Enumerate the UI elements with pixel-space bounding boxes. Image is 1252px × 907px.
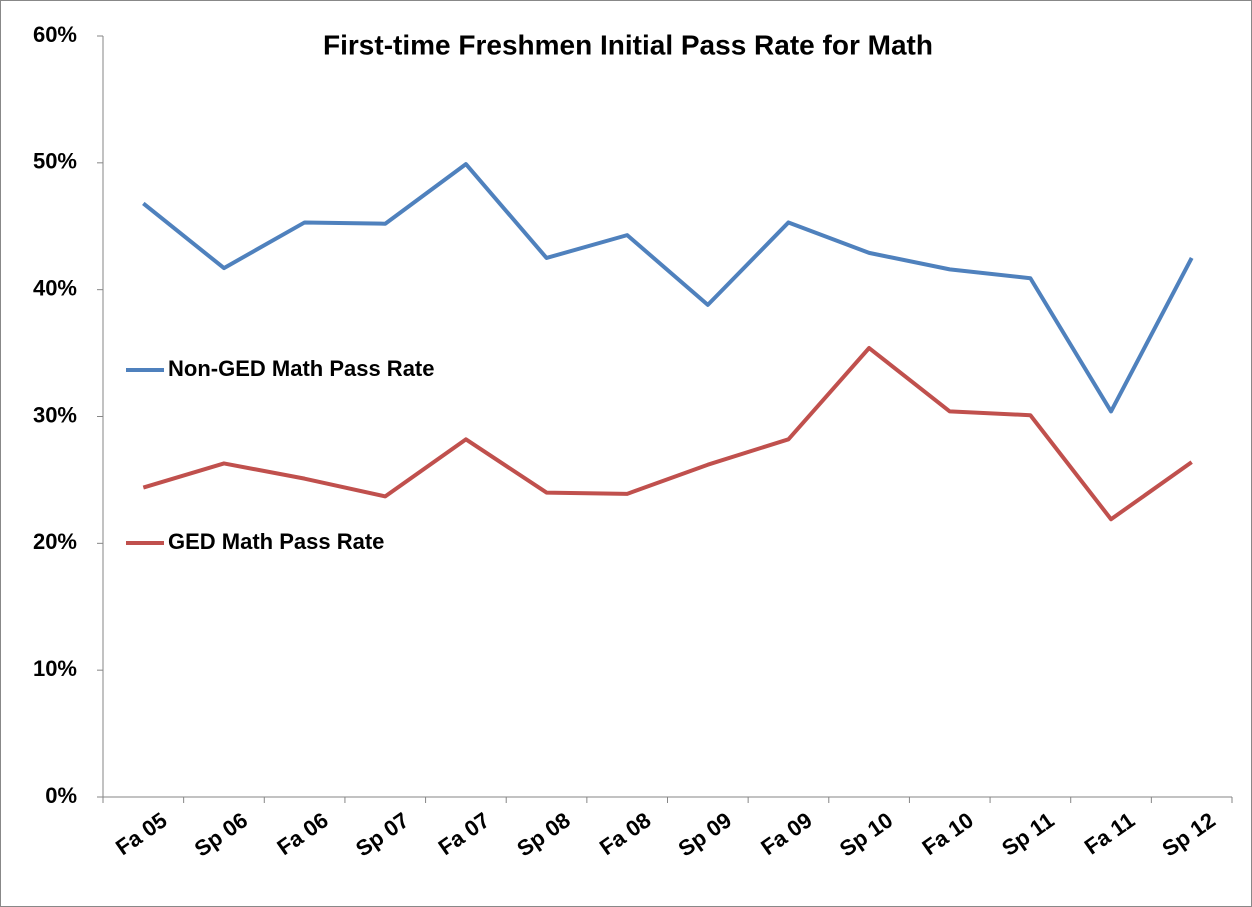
y-tick-label: 30% [33,402,77,427]
line-series [142,346,1193,522]
y-tick-label: 20% [33,529,77,554]
chart-title: First-time Freshmen Initial Pass Rate fo… [323,29,933,60]
y-tick-label: 0% [45,783,77,808]
legend-label: GED Math Pass Rate [168,529,384,554]
line-series [142,162,1194,414]
y-tick-label: 10% [33,656,77,681]
legend-label: Non-GED Math Pass Rate [168,356,435,381]
y-tick-label: 60% [33,22,77,47]
y-tick-label: 40% [33,275,77,300]
y-tick-label: 50% [33,149,77,174]
